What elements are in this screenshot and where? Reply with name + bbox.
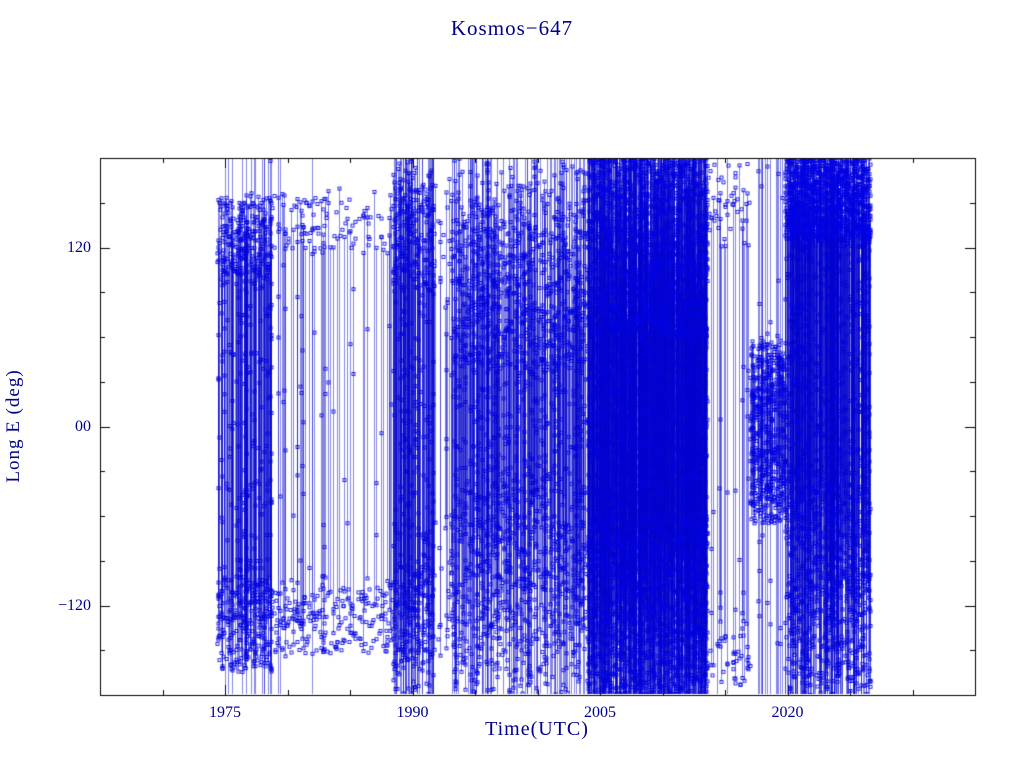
plot-canvas <box>0 0 1024 768</box>
